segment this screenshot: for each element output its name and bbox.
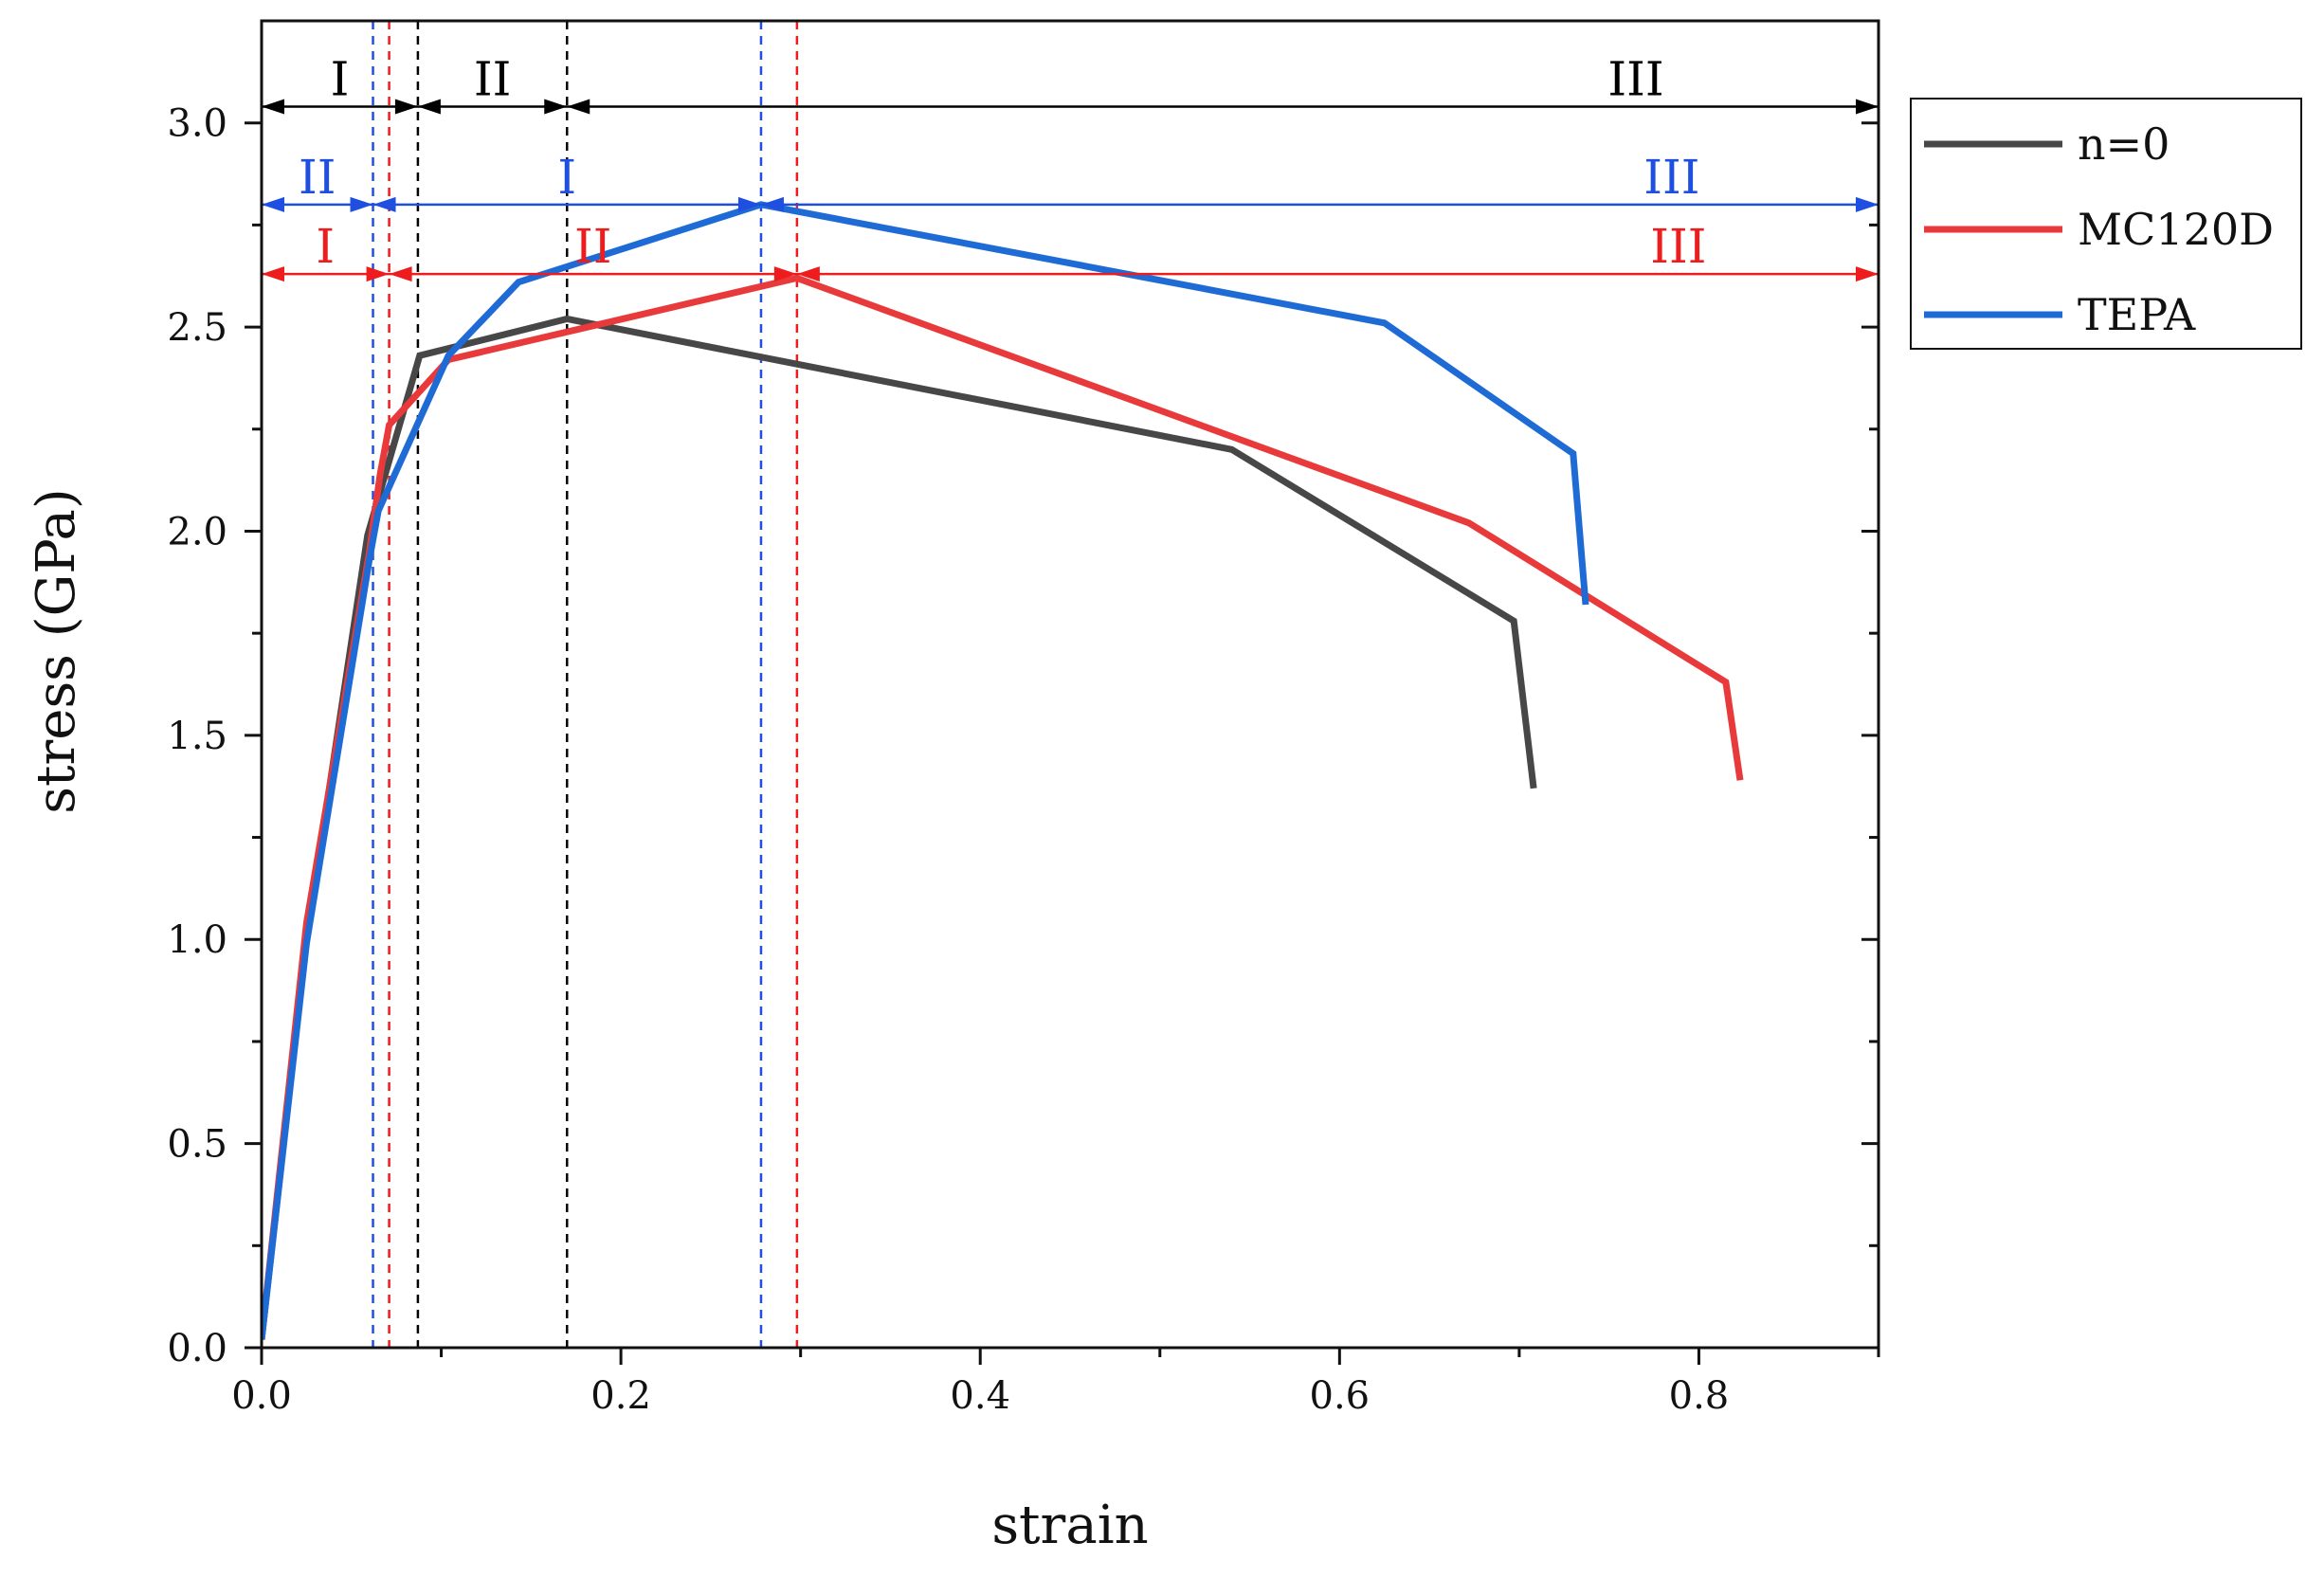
series-line-3 [262, 201, 1589, 1340]
region-arrow-head [350, 196, 373, 212]
region-label: III [1607, 51, 1663, 106]
legend-label: MC120D [2078, 204, 2274, 255]
y-tick-label: 0.5 [167, 1123, 227, 1167]
region-label: III [1643, 150, 1699, 205]
region-label: III [1650, 219, 1706, 274]
legend: n=0 MC120D TEPA [1910, 98, 2302, 350]
y-tick-label: 1.0 [167, 918, 227, 962]
region-arrow-head [417, 99, 441, 115]
region-label: II [474, 51, 512, 106]
region-arrow-head [567, 99, 590, 115]
y-tick-label: 1.5 [167, 715, 227, 758]
series-layer [262, 201, 1744, 1340]
y-tick-label: 2.0 [167, 510, 227, 553]
legend-box [1910, 98, 2302, 350]
x-tick-label: 0.8 [1669, 1374, 1730, 1418]
region-arrow-head [544, 99, 568, 115]
y-tick-label: 2.5 [167, 306, 227, 350]
legend-label: TEPA [2078, 289, 2196, 340]
region-arrow-head [262, 99, 284, 115]
region-arrow-head [394, 99, 418, 115]
region-label: II [574, 219, 612, 274]
region-arrow-head [372, 196, 396, 212]
axes-layer: 0.0 0.2 0.4 0.6 0.8 0.0 0.5 1.0 1.5 2.0 2.5 3.0 [167, 19, 1880, 1418]
region-arrow-head [262, 196, 284, 212]
region-arrow-head [1856, 266, 1879, 282]
region-arrow-head [773, 266, 797, 282]
legend-label: n=0 [2078, 118, 2170, 170]
region-arrow-head [262, 266, 284, 282]
x-tick-label: 0.0 [231, 1374, 292, 1418]
plot-frame [260, 19, 1880, 1350]
region-arrow-head [366, 266, 390, 282]
region-arrow-head [737, 196, 761, 212]
region-label: II [299, 150, 336, 205]
x-tick-label: 0.2 [590, 1374, 651, 1418]
region-arrow-head [389, 266, 412, 282]
x-axis-title: strain [991, 1495, 1148, 1556]
x-tick-label: 0.4 [950, 1374, 1010, 1418]
region-arrow-head [760, 196, 784, 212]
region-arrow-head [796, 266, 820, 282]
region-label: I [331, 51, 350, 106]
x-tick-label: 0.6 [1310, 1374, 1371, 1418]
region-arrow-head [1856, 196, 1879, 212]
region-label: I [557, 150, 576, 205]
region-label: I [316, 219, 335, 274]
region-arrow-head [1856, 99, 1879, 115]
y-tick-label: 3.0 [167, 102, 227, 146]
y-tick-label: 0.0 [167, 1327, 227, 1370]
y-axis-title: stress (GPa) [26, 488, 87, 813]
